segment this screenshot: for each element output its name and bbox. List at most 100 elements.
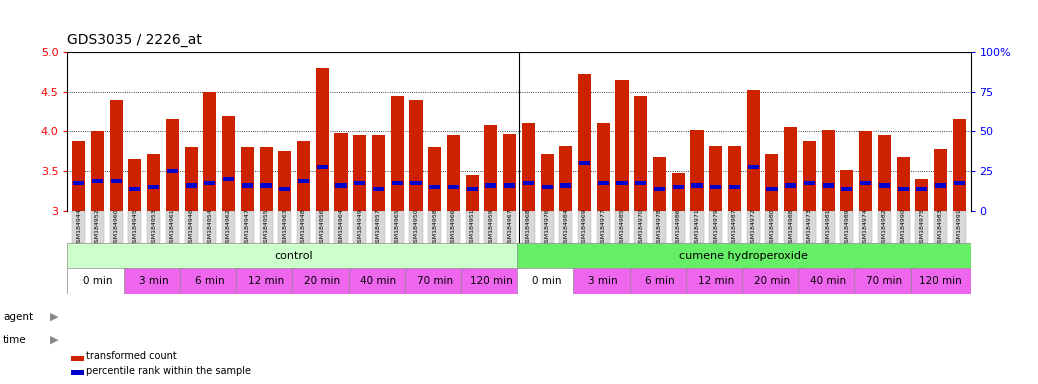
Text: 70 min: 70 min [867, 276, 902, 286]
Bar [673, 185, 684, 189]
Text: 12 min: 12 min [248, 276, 284, 286]
Text: GSM184952: GSM184952 [94, 208, 100, 246]
Bar [861, 181, 871, 185]
Bar [504, 183, 515, 188]
Text: GSM184951: GSM184951 [469, 208, 474, 246]
Bar [335, 183, 347, 188]
Text: 0 min: 0 min [83, 276, 112, 286]
Text: control: control [275, 251, 313, 261]
Bar [953, 211, 965, 243]
Bar [390, 211, 404, 243]
Bar [573, 268, 633, 294]
Bar [954, 181, 965, 185]
Text: GSM184946: GSM184946 [189, 208, 194, 246]
Bar [503, 134, 516, 211]
Bar [111, 179, 121, 183]
Bar [598, 181, 609, 185]
Bar [503, 211, 516, 243]
Text: GSM184972: GSM184972 [750, 208, 756, 246]
Text: GSM184949: GSM184949 [357, 208, 362, 246]
Bar [561, 183, 571, 188]
Text: GSM184947: GSM184947 [245, 208, 250, 246]
Text: GSM184981: GSM184981 [825, 208, 830, 246]
Bar [148, 185, 159, 189]
Bar [542, 185, 552, 189]
Bar [917, 187, 927, 191]
Bar [747, 165, 759, 169]
Bar [654, 187, 665, 191]
Bar [278, 211, 292, 243]
Bar [859, 131, 872, 211]
Text: GSM184967: GSM184967 [508, 208, 512, 246]
Text: GSM184971: GSM184971 [694, 208, 700, 246]
Bar [822, 211, 835, 243]
Text: GSM184964: GSM184964 [338, 208, 344, 246]
Text: GSM184959: GSM184959 [489, 208, 493, 246]
Bar [334, 211, 348, 243]
Text: GSM184969: GSM184969 [582, 208, 588, 246]
Bar [466, 175, 479, 211]
Bar [635, 181, 647, 185]
Bar [578, 211, 591, 243]
Bar [653, 211, 666, 243]
Bar [859, 211, 872, 243]
Bar [523, 181, 534, 185]
Text: GDS3035 / 2226_at: GDS3035 / 2226_at [67, 33, 202, 47]
Bar [784, 211, 797, 243]
Bar [461, 268, 521, 294]
Text: GSM184988: GSM184988 [788, 208, 793, 246]
Bar [260, 211, 273, 243]
Bar [879, 183, 890, 188]
Text: cumene hydroperoxide: cumene hydroperoxide [680, 251, 809, 261]
Text: GSM184990: GSM184990 [901, 208, 905, 246]
Bar [316, 211, 329, 243]
Text: GSM184962: GSM184962 [226, 208, 231, 246]
Text: GSM184985: GSM184985 [620, 208, 625, 246]
Text: GSM184966: GSM184966 [450, 208, 456, 246]
Bar [729, 185, 740, 189]
Bar [691, 183, 703, 188]
Bar [130, 187, 140, 191]
Text: GSM184970: GSM184970 [638, 208, 644, 246]
Bar [334, 133, 348, 211]
Text: GSM184957: GSM184957 [376, 208, 381, 246]
Bar [354, 181, 365, 185]
Bar [467, 187, 477, 191]
Bar [803, 181, 815, 185]
Bar [690, 211, 704, 243]
Bar [241, 147, 254, 211]
Bar [653, 157, 666, 211]
Bar [746, 90, 760, 211]
Bar [409, 99, 422, 211]
Bar [353, 136, 366, 211]
Bar [559, 211, 572, 243]
Text: GSM184987: GSM184987 [732, 208, 737, 246]
Text: GSM184961: GSM184961 [170, 208, 174, 246]
Bar [916, 211, 928, 243]
Text: GSM184954: GSM184954 [208, 208, 213, 246]
Bar [634, 211, 648, 243]
Text: GSM184974: GSM184974 [864, 208, 868, 246]
Bar [878, 136, 891, 211]
Bar [597, 124, 610, 211]
Bar [147, 154, 160, 211]
Bar [579, 161, 591, 166]
Bar [916, 179, 928, 211]
Text: ▶: ▶ [50, 335, 58, 345]
Bar [710, 185, 721, 189]
Bar [236, 268, 296, 294]
Bar [728, 146, 741, 211]
Bar [841, 211, 853, 243]
Text: 12 min: 12 min [698, 276, 734, 286]
Bar [616, 211, 629, 243]
Bar [578, 74, 591, 211]
Bar [409, 211, 422, 243]
Bar [260, 147, 273, 211]
Bar [124, 268, 184, 294]
Text: percentile rank within the sample: percentile rank within the sample [85, 366, 250, 376]
Bar [203, 92, 216, 211]
Bar [897, 211, 909, 243]
Bar [428, 211, 441, 243]
Bar [746, 211, 760, 243]
Bar [822, 130, 835, 211]
